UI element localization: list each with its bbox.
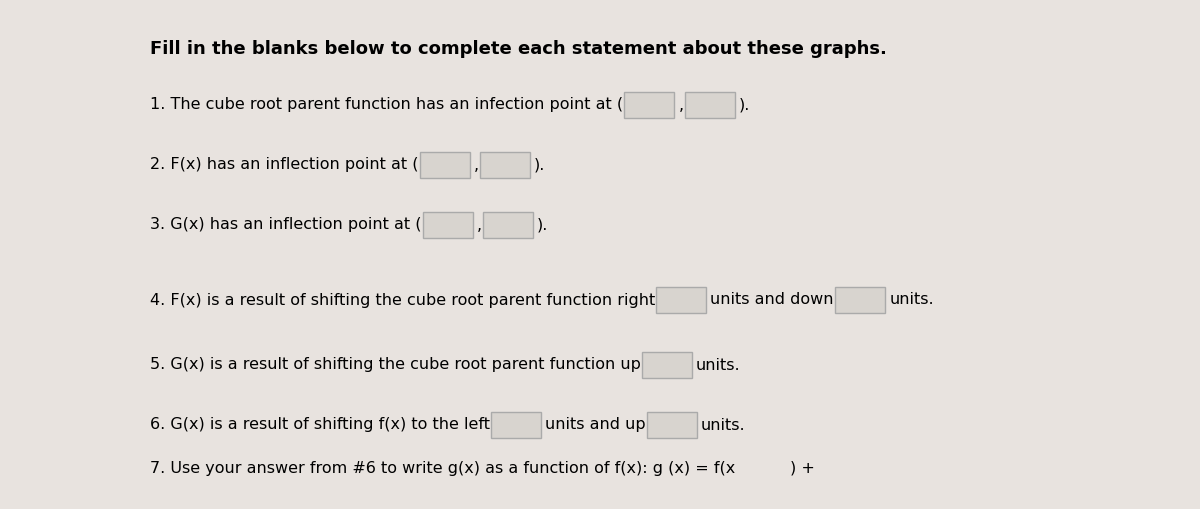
Bar [642, 352, 692, 378]
Text: 3. G(x) has an inflection point at (: 3. G(x) has an inflection point at ( [150, 217, 421, 233]
Bar [484, 212, 533, 238]
Text: 7. Use your answer from #6 to write g(x) as a function of f(x): g (x) = f(x: 7. Use your answer from #6 to write g(x)… [150, 461, 736, 475]
Text: 2. F(x) has an inflection point at (: 2. F(x) has an inflection point at ( [150, 157, 419, 173]
Bar [480, 152, 530, 178]
Bar [647, 412, 697, 438]
Text: 4. F(x) is a result of shifting the cube root parent function right: 4. F(x) is a result of shifting the cube… [150, 293, 655, 307]
Bar [491, 412, 541, 438]
Bar [816, 455, 857, 481]
Text: units and down: units and down [710, 293, 834, 307]
Text: ).: ). [534, 157, 545, 173]
Text: 1. The cube root parent function has an infection point at (: 1. The cube root parent function has an … [150, 98, 623, 112]
Bar [737, 455, 786, 481]
Text: ) +: ) + [791, 461, 815, 475]
Text: ,: , [474, 157, 479, 173]
Text: ).: ). [538, 217, 548, 233]
Text: Fill in the blanks below to complete each statement about these graphs.: Fill in the blanks below to complete eac… [150, 40, 887, 58]
Bar [624, 92, 674, 118]
Bar [422, 212, 473, 238]
Bar [656, 287, 707, 313]
Bar [420, 152, 469, 178]
Text: 5. G(x) is a result of shifting the cube root parent function up: 5. G(x) is a result of shifting the cube… [150, 357, 641, 373]
Text: units.: units. [701, 417, 745, 433]
Text: ).: ). [739, 98, 750, 112]
Text: units and up: units and up [545, 417, 646, 433]
Text: units.: units. [889, 293, 934, 307]
Text: ,: , [476, 217, 482, 233]
Bar [685, 92, 734, 118]
Text: 6. G(x) is a result of shifting f(x) to the left: 6. G(x) is a result of shifting f(x) to … [150, 417, 490, 433]
Bar [835, 287, 886, 313]
Text: ,: , [678, 98, 684, 112]
Text: units.: units. [696, 357, 740, 373]
